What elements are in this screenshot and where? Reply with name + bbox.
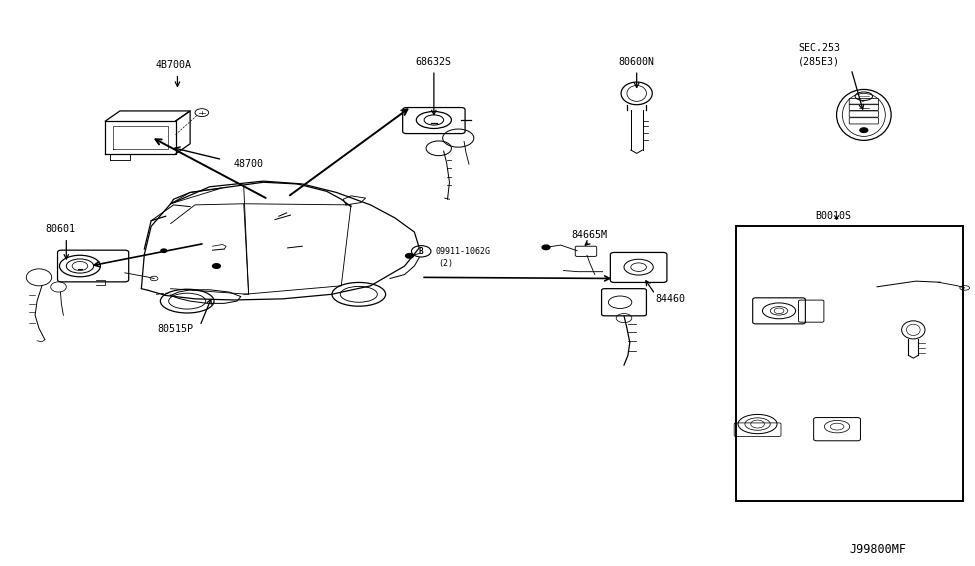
- Circle shape: [542, 245, 550, 250]
- Text: (285E3): (285E3): [798, 56, 840, 66]
- Text: B0010S: B0010S: [816, 211, 851, 221]
- Text: 68632S: 68632S: [416, 57, 451, 67]
- Bar: [736, 226, 963, 501]
- Circle shape: [161, 249, 167, 252]
- Text: 84665M: 84665M: [572, 230, 607, 240]
- Text: (2): (2): [439, 259, 453, 268]
- Text: SEC.253: SEC.253: [798, 43, 840, 53]
- Text: 84460: 84460: [655, 294, 685, 304]
- Circle shape: [213, 264, 220, 268]
- Text: 4B700A: 4B700A: [156, 60, 191, 70]
- Circle shape: [860, 128, 868, 132]
- Text: B: B: [419, 247, 423, 256]
- Text: 48700: 48700: [234, 159, 264, 169]
- Text: 80600N: 80600N: [619, 57, 654, 67]
- Text: 80601: 80601: [46, 224, 75, 234]
- Circle shape: [406, 254, 413, 258]
- Text: 09911-1062G: 09911-1062G: [436, 247, 490, 256]
- Text: J99800MF: J99800MF: [850, 543, 907, 555]
- Text: 80515P: 80515P: [158, 324, 193, 335]
